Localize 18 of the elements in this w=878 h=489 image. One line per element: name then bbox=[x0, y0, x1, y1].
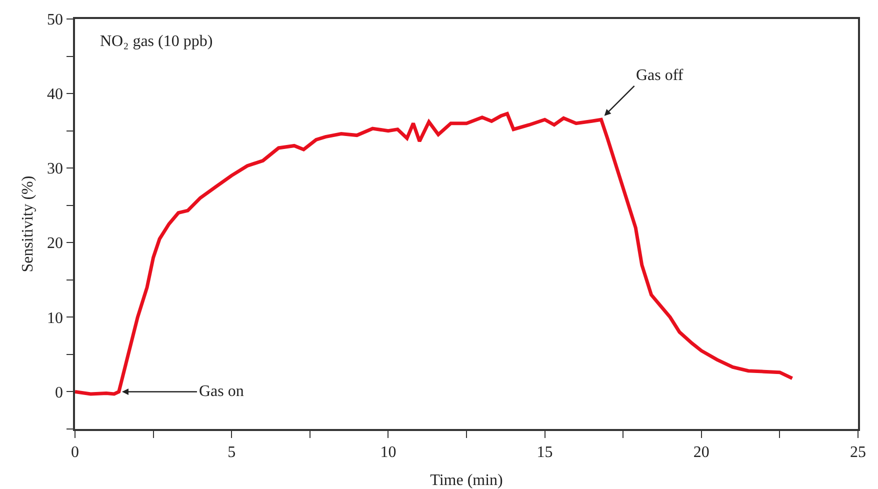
y-tick-label: 10 bbox=[47, 310, 64, 327]
line-series bbox=[75, 112, 794, 396]
annotation: Gas on bbox=[199, 383, 244, 400]
y-axis-title: Sensitivity (%) bbox=[20, 176, 36, 272]
y-tick-label: 0 bbox=[55, 384, 64, 402]
y-tick-label: 40 bbox=[47, 86, 64, 104]
y-tick-label: 30 bbox=[47, 160, 64, 178]
x-tick-label: 15 bbox=[536, 444, 553, 461]
x-axis-title: Time (min) bbox=[430, 472, 503, 489]
y-tick-label: 20 bbox=[47, 235, 64, 252]
x-tick-label: 25 bbox=[850, 444, 866, 461]
x-tick-label: 5 bbox=[228, 444, 236, 461]
annotation: NO₂ gas (10 ppb) bbox=[100, 33, 213, 50]
x-tick-label: 20 bbox=[693, 444, 710, 461]
x-tick-label: 10 bbox=[380, 444, 396, 461]
y-tick-label: 50 bbox=[47, 12, 64, 29]
x-tick-label: 0 bbox=[71, 444, 79, 461]
annotation: Gas off bbox=[636, 67, 684, 84]
